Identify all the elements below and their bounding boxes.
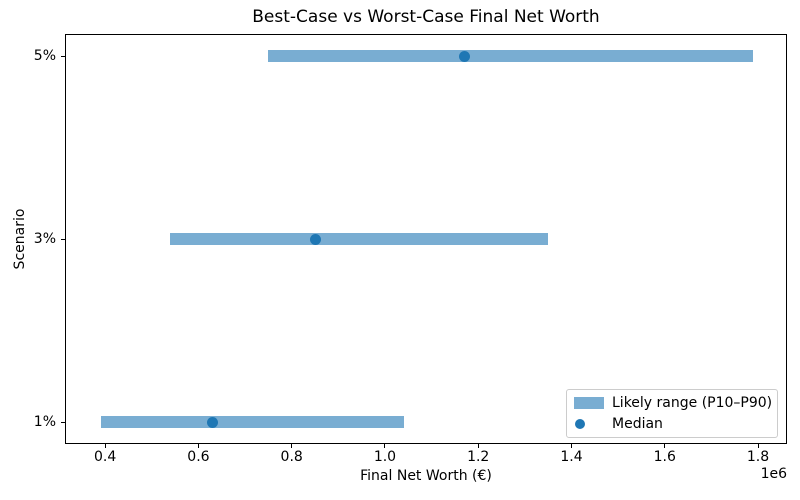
legend-item-range: Likely range (P10–P90) [567,392,777,413]
y-tick-label: 3% [33,231,56,247]
median-dot [309,233,321,245]
x-tick-label: 1.2 [467,449,490,465]
y-tick-label: 1% [33,414,56,430]
x-tick-label: 0.4 [94,449,117,465]
range-bar [100,416,404,428]
x-tick [291,444,293,448]
x-axis-multiplier-label: 1e6 [760,466,787,482]
x-tick-label: 1.8 [746,449,770,465]
x-tick-label: 1.4 [560,449,583,465]
x-tick-label: 1.0 [373,449,397,465]
x-tick [477,444,479,448]
median-dot [458,50,470,62]
legend-item-median: Median [567,413,777,434]
range-bar [170,233,549,245]
legend: Likely range (P10–P90) Median [566,389,778,438]
y-axis-label: Scenario [12,208,28,270]
x-tick-label: 1.6 [653,449,676,465]
x-tick [664,444,666,448]
x-tick [104,444,106,448]
x-tick-label: 0.6 [187,449,210,465]
y-tick [61,55,65,57]
legend-label-median: Median [612,415,663,432]
legend-handle [574,396,604,409]
y-tick [61,421,65,423]
x-tick [197,444,199,448]
y-tick [61,238,65,240]
x-tick [384,444,386,448]
range-bar-swatch-icon [574,396,604,409]
x-tick [757,444,759,448]
plot-area: Likely range (P10–P90) Median 0.4 0.6 0.8 1… [34,34,787,465]
y-tick-label: 5% [33,48,56,64]
median-dot [206,416,218,428]
legend-handle [574,418,604,429]
median-dot-icon [575,418,585,429]
range-bar [268,50,754,62]
x-tick-label: 0.8 [280,449,303,465]
legend-label-range: Likely range (P10–P90) [612,394,773,411]
chart-title: Best-Case vs Worst-Case Final Net Worth [252,7,600,27]
x-axis-label: Final Net Worth (€) [360,468,492,484]
x-tick [570,444,572,448]
